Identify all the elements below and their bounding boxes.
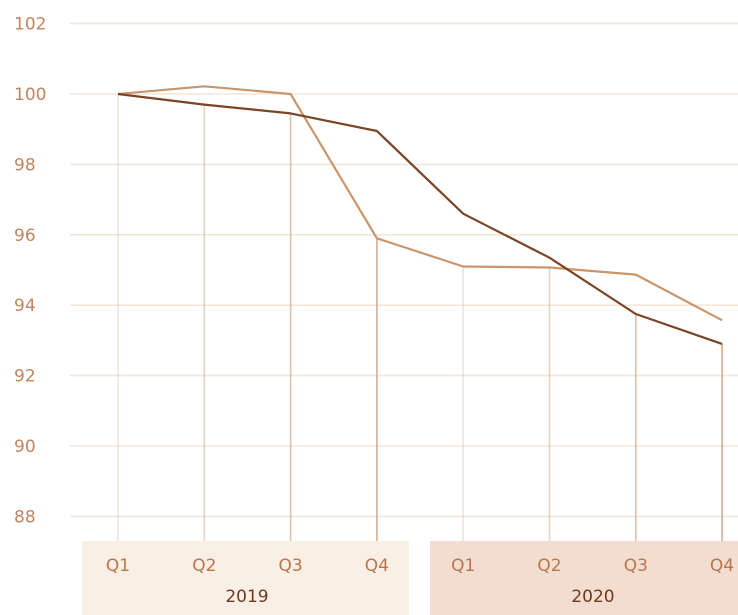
x-tick-label: Q1 (106, 556, 130, 576)
x-axis-ticks: Q1 Q2 Q3 Q4 Q1 Q2 Q3 Q4 (106, 556, 734, 576)
y-tick-label: 90 (14, 437, 36, 457)
x-group-label: 2019 (225, 587, 268, 607)
x-tick-label: Q3 (624, 556, 648, 576)
y-tick-label: 100 (14, 85, 46, 105)
series-line-2 (117, 85, 723, 322)
x-tick-label: Q1 (451, 556, 475, 576)
x-tick-label: Q3 (278, 556, 302, 576)
x-tick-label: Q4 (710, 556, 734, 576)
y-tick-label: 94 (14, 296, 36, 316)
y-tick-label: 102 (14, 15, 46, 35)
group-bands (82, 541, 738, 615)
series-lines (117, 85, 723, 345)
group-band-2020 (430, 541, 738, 615)
gridlines (70, 22, 738, 518)
y-tick-label: 88 (14, 507, 36, 527)
y-axis-ticks: 88 90 92 94 96 98 100 102 (14, 15, 46, 528)
series-line-1 (117, 92, 723, 345)
x-tick-label: Q2 (192, 556, 216, 576)
group-band-2019 (82, 541, 409, 615)
y-tick-label: 96 (14, 226, 36, 246)
y-tick-label: 92 (14, 367, 36, 387)
x-axis-groups: 2019 2020 (225, 587, 614, 607)
x-group-label: 2020 (571, 587, 614, 607)
x-tick-label: Q4 (365, 556, 389, 576)
x-tick-label: Q2 (537, 556, 561, 576)
drop-lines (117, 94, 723, 541)
y-tick-label: 98 (14, 155, 36, 175)
